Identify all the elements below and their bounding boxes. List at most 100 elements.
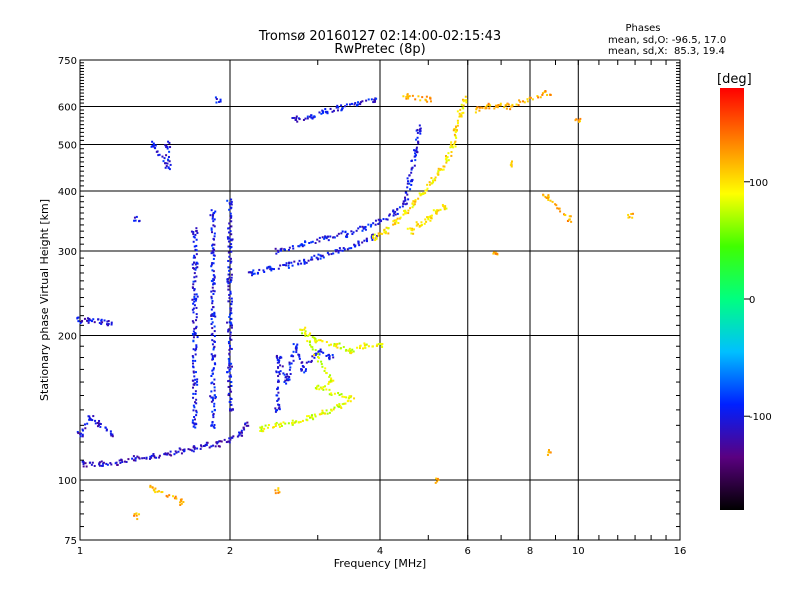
echo-point [337, 405, 340, 408]
echo-point [445, 157, 448, 160]
echo-point [168, 494, 171, 497]
echo-point [228, 362, 231, 365]
echo-point [230, 381, 233, 384]
echo-point [244, 422, 247, 425]
echo-point [436, 477, 439, 480]
echo-point [228, 359, 231, 362]
echo-point [164, 162, 167, 165]
echo-point [319, 348, 322, 351]
echo-point [556, 207, 559, 210]
echo-point [326, 251, 329, 254]
echo-point [192, 232, 195, 235]
echo-point [229, 290, 232, 293]
echo-point [487, 102, 490, 105]
echo-point [229, 401, 232, 404]
echo-point [339, 347, 342, 350]
echo-point [230, 397, 233, 400]
echo-point [99, 423, 102, 426]
echo-point [549, 199, 552, 202]
echo-point [310, 258, 313, 261]
echo-point [211, 343, 214, 346]
echo-point [406, 93, 409, 96]
echo-point [216, 441, 219, 444]
echo-point [536, 95, 539, 98]
echo-point [374, 236, 377, 239]
echo-point [278, 371, 281, 374]
echo-point [322, 388, 325, 391]
echo-point [547, 451, 550, 454]
echo-point [417, 223, 420, 226]
echo-point [421, 96, 424, 99]
echo-point [317, 339, 320, 342]
echo-point [134, 219, 137, 222]
echo-point [193, 304, 196, 307]
echo-point [340, 407, 343, 410]
echo-point [100, 322, 103, 325]
echo-point [212, 306, 215, 309]
echo-point [325, 409, 328, 412]
echo-point [211, 321, 214, 324]
echo-point [230, 338, 233, 341]
echo-point [409, 180, 412, 183]
echo-point [456, 110, 459, 113]
echo-point [291, 117, 294, 120]
echo-point [628, 216, 631, 219]
echo-point [247, 424, 250, 427]
echo-point [277, 391, 280, 394]
echo-point [402, 209, 405, 212]
echo-point [546, 453, 549, 456]
echo-point [213, 243, 216, 246]
echo-point [127, 458, 130, 461]
echo-point [509, 163, 512, 166]
echo-point [305, 361, 308, 364]
echo-point [280, 424, 283, 427]
echo-point [320, 360, 323, 363]
echo-point [212, 257, 215, 260]
echo-point [413, 203, 416, 206]
echo-point [396, 217, 399, 220]
echo-point [101, 464, 104, 467]
echo-point [375, 238, 378, 241]
echo-point [212, 348, 215, 351]
echo-point [405, 202, 408, 205]
echo-point [478, 106, 481, 109]
echo-point [319, 386, 322, 389]
echo-point [135, 514, 138, 517]
echo-point [554, 203, 557, 206]
echo-point [340, 393, 343, 396]
echo-point [86, 317, 89, 320]
echo-point [293, 260, 296, 263]
echo-point [192, 409, 195, 412]
echo-point [330, 343, 333, 346]
echo-point [195, 230, 198, 233]
echo-point [196, 447, 199, 450]
echo-point [227, 342, 230, 345]
echo-point [151, 486, 154, 489]
echo-point [276, 399, 279, 402]
echo-point [229, 280, 232, 283]
echo-point [528, 96, 531, 99]
echo-point [192, 366, 195, 369]
echo-point [301, 361, 304, 364]
echo-point [415, 148, 418, 151]
echo-point [211, 372, 214, 375]
echo-point [84, 462, 87, 465]
echo-point [499, 104, 502, 107]
x-tick-label: 4 [377, 546, 383, 557]
echo-point [294, 118, 297, 121]
echo-point [213, 355, 216, 358]
echo-point [454, 145, 457, 148]
echo-point [153, 455, 156, 458]
echo-point [377, 223, 380, 226]
echo-point [348, 349, 351, 352]
echo-point [165, 144, 168, 147]
echo-point [569, 215, 572, 218]
echo-point [302, 118, 305, 121]
echo-point [135, 512, 138, 515]
echo-point [80, 320, 83, 323]
echo-point [277, 398, 280, 401]
echo-point [210, 424, 213, 427]
echo-point [168, 141, 171, 144]
echo-point [213, 362, 216, 365]
echo-point [407, 212, 410, 215]
